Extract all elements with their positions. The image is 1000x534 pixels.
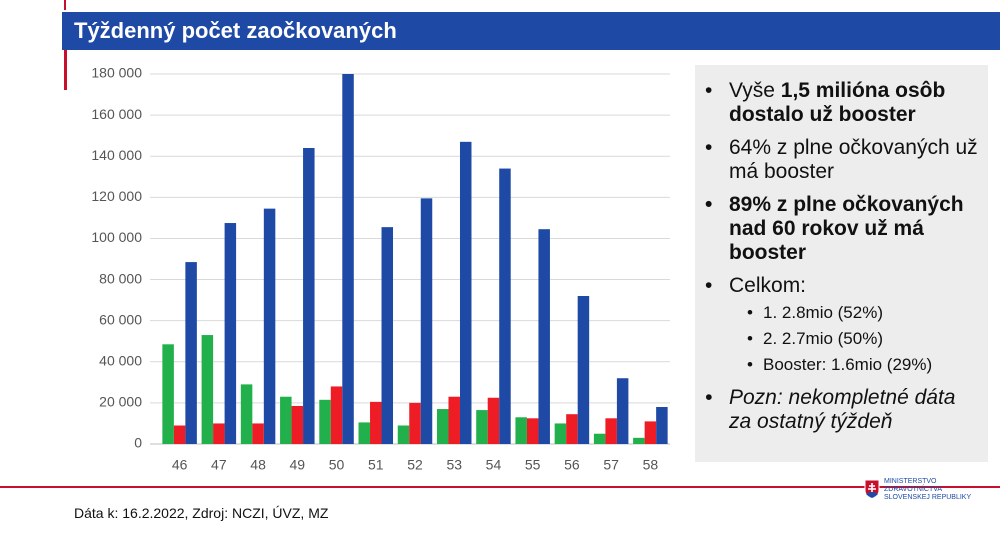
bar	[381, 227, 394, 444]
bar	[319, 399, 331, 444]
bar	[605, 418, 617, 444]
y-tick-label: 100 000	[91, 229, 142, 245]
bar	[173, 425, 186, 444]
bar	[240, 384, 253, 444]
slide-title: Týždenný počet zaočkovaných	[62, 12, 1000, 50]
bar	[593, 433, 606, 444]
source-note: Dáta k: 16.2.2022, Zdroj: NCZI, ÚVZ, MZ	[74, 505, 329, 521]
info-panel: Vyše 1,5 milióna osôb dostalo už booster…	[695, 65, 988, 462]
sub-bullet: 1. 2.8mio (52%)	[747, 300, 978, 326]
bar	[263, 208, 276, 444]
bar	[499, 168, 511, 445]
sub-bullet: Booster: 1.6mio (29%)	[747, 352, 978, 378]
y-tick-label: 120 000	[91, 188, 142, 204]
bar	[554, 423, 567, 444]
x-tick-label: 53	[446, 457, 462, 473]
bar	[280, 396, 292, 444]
bar	[370, 401, 382, 444]
bar	[633, 437, 645, 444]
bar	[330, 386, 343, 444]
y-tick-label: 0	[134, 435, 142, 451]
x-tick-label: 46	[172, 457, 188, 473]
bar	[526, 418, 539, 444]
chart: 0 20 000 40 000 60 000 80 000 100 000 120 000 1…	[91, 65, 670, 473]
x-tick-label: 50	[329, 457, 345, 473]
y-tick-label: 60 000	[99, 311, 142, 327]
accent	[64, 0, 66, 10]
bar	[224, 223, 237, 444]
bar	[448, 396, 460, 444]
x-tick-label: 52	[407, 457, 423, 473]
bar	[566, 414, 578, 444]
bar	[420, 198, 433, 444]
y-tick-label: 180 000	[91, 65, 142, 81]
bar	[201, 335, 214, 444]
bar	[409, 402, 421, 444]
x-tick-label: 47	[211, 457, 227, 473]
bar	[616, 378, 629, 444]
bar	[656, 407, 668, 444]
bullet: 89% z plne očkovaných nad 60 rokov už má…	[705, 193, 978, 265]
bar	[397, 425, 410, 444]
bar	[459, 141, 472, 445]
logo-shield	[864, 479, 880, 499]
y-tick-label: 20 000	[99, 394, 142, 410]
bar	[303, 148, 315, 444]
bullet: Vyše 1,5 milióna osôb dostalo už booster	[705, 79, 978, 127]
bar	[358, 422, 371, 444]
bar	[487, 397, 500, 444]
bar	[476, 410, 488, 444]
bullet: Pozn: nekompletné dáta za ostatný týždeň	[705, 386, 978, 434]
bar	[291, 405, 304, 444]
y-tick-label: 80 000	[99, 270, 142, 286]
sub-bullet: 2. 2.7mio (50%)	[747, 326, 978, 352]
logo-line: ZDRAVOTNÍCTVA	[884, 486, 943, 493]
divider	[0, 486, 1000, 488]
logo-line: MINISTERSTVO	[884, 478, 937, 485]
x-tick-label: 56	[564, 457, 580, 473]
bar	[342, 74, 354, 444]
logo-line: SLOVENSKEJ REPUBLIKY	[884, 494, 972, 501]
y-tick-label: 140 000	[91, 147, 142, 163]
bar	[213, 423, 225, 444]
bar	[644, 421, 657, 444]
x-tick-label: 55	[525, 457, 541, 473]
x-tick-label: 51	[368, 457, 384, 473]
x-tick-label: 58	[643, 457, 659, 473]
y-tick-label: 40 000	[99, 352, 142, 368]
text: Vyše	[729, 79, 775, 102]
x-tick-label: 48	[250, 457, 266, 473]
x-tick-label: 57	[603, 457, 619, 473]
bar	[436, 409, 449, 444]
bar	[162, 344, 174, 444]
bar	[252, 423, 264, 444]
logo-text: MINISTERSTVO ZDRAVOTNÍCTVA SLOVENSKEJ RE…	[884, 478, 971, 502]
x-tick-label: 49	[290, 457, 306, 473]
bar	[185, 262, 197, 444]
bold-text: 1,5 milióna osôb dostalo už booster	[729, 79, 946, 126]
bullet: Celkom:	[705, 274, 978, 298]
x-tick-label: 54	[486, 457, 502, 473]
bullet: 64% z plne očkovaných už má booster	[705, 136, 978, 184]
y-tick-label: 160 000	[91, 106, 142, 122]
bar	[577, 296, 590, 444]
bar	[515, 417, 527, 444]
accent	[64, 50, 67, 90]
bar	[538, 229, 550, 444]
